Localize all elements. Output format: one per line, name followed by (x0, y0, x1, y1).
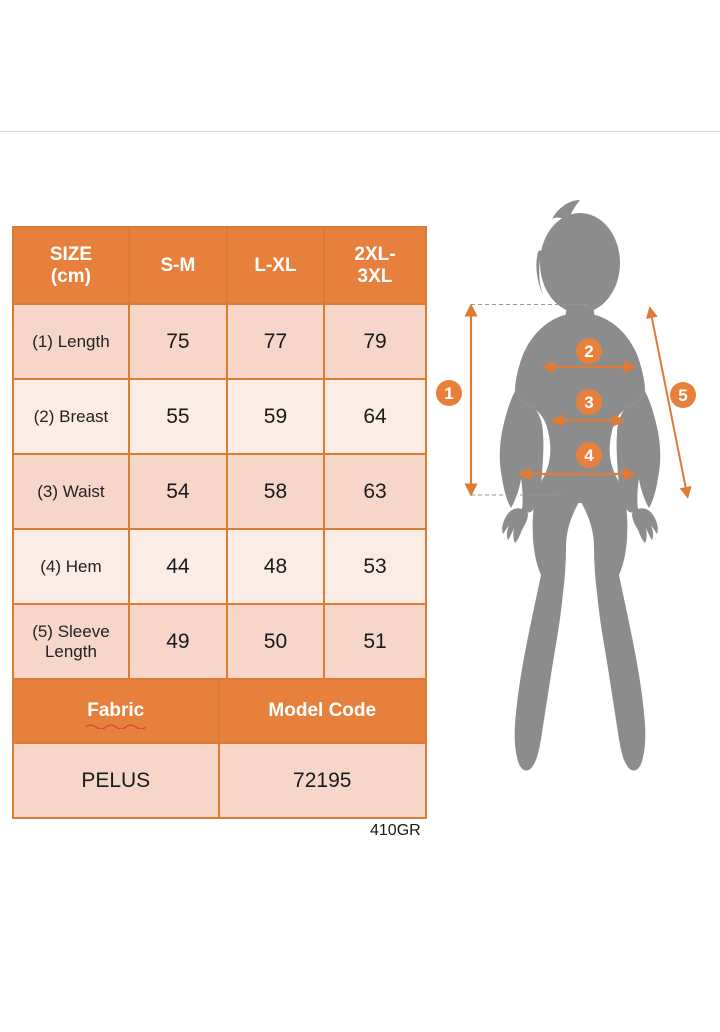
svg-text:3: 3 (584, 393, 593, 412)
svg-text:4: 4 (584, 446, 594, 465)
svg-text:1: 1 (444, 384, 453, 403)
svg-text:2: 2 (584, 342, 593, 361)
svg-text:5: 5 (678, 386, 687, 405)
